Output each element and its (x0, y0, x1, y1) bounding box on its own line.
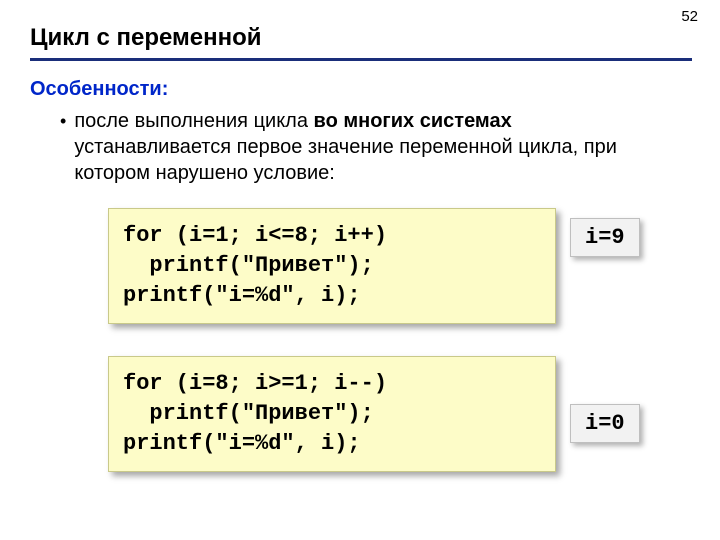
code2-line2: printf("Привет"); (123, 401, 374, 426)
bullet-item: • после выполнения цикла во многих систе… (60, 108, 620, 186)
code2-line3: printf("i=%d", i); (123, 431, 361, 456)
bullet-suffix: устанавливается первое значение переменн… (74, 136, 617, 184)
page-title: Цикл с переменной (30, 24, 262, 52)
code1-line2: printf("Привет"); (123, 253, 374, 278)
subheading: Особенности: (30, 78, 168, 101)
result-badge-1: i=9 (570, 218, 640, 257)
bullet-dot-icon: • (60, 108, 66, 134)
code-block-1: for (i=1; i<=8; i++) printf("Привет"); p… (108, 208, 556, 324)
title-underline (30, 58, 692, 61)
code1-line1: for (i=1; i<=8; i++) (123, 223, 387, 248)
bullet-text: после выполнения цикла во многих система… (74, 108, 620, 186)
code-block-2: for (i=8; i>=1; i--) printf("Привет"); p… (108, 356, 556, 472)
code2-line1: for (i=8; i>=1; i--) (123, 371, 387, 396)
code1-line3: printf("i=%d", i); (123, 283, 361, 308)
bullet-bold: во многих системах (314, 110, 512, 132)
page-number: 52 (681, 8, 698, 25)
bullet-prefix: после выполнения цикла (74, 110, 313, 132)
result-badge-2: i=0 (570, 404, 640, 443)
